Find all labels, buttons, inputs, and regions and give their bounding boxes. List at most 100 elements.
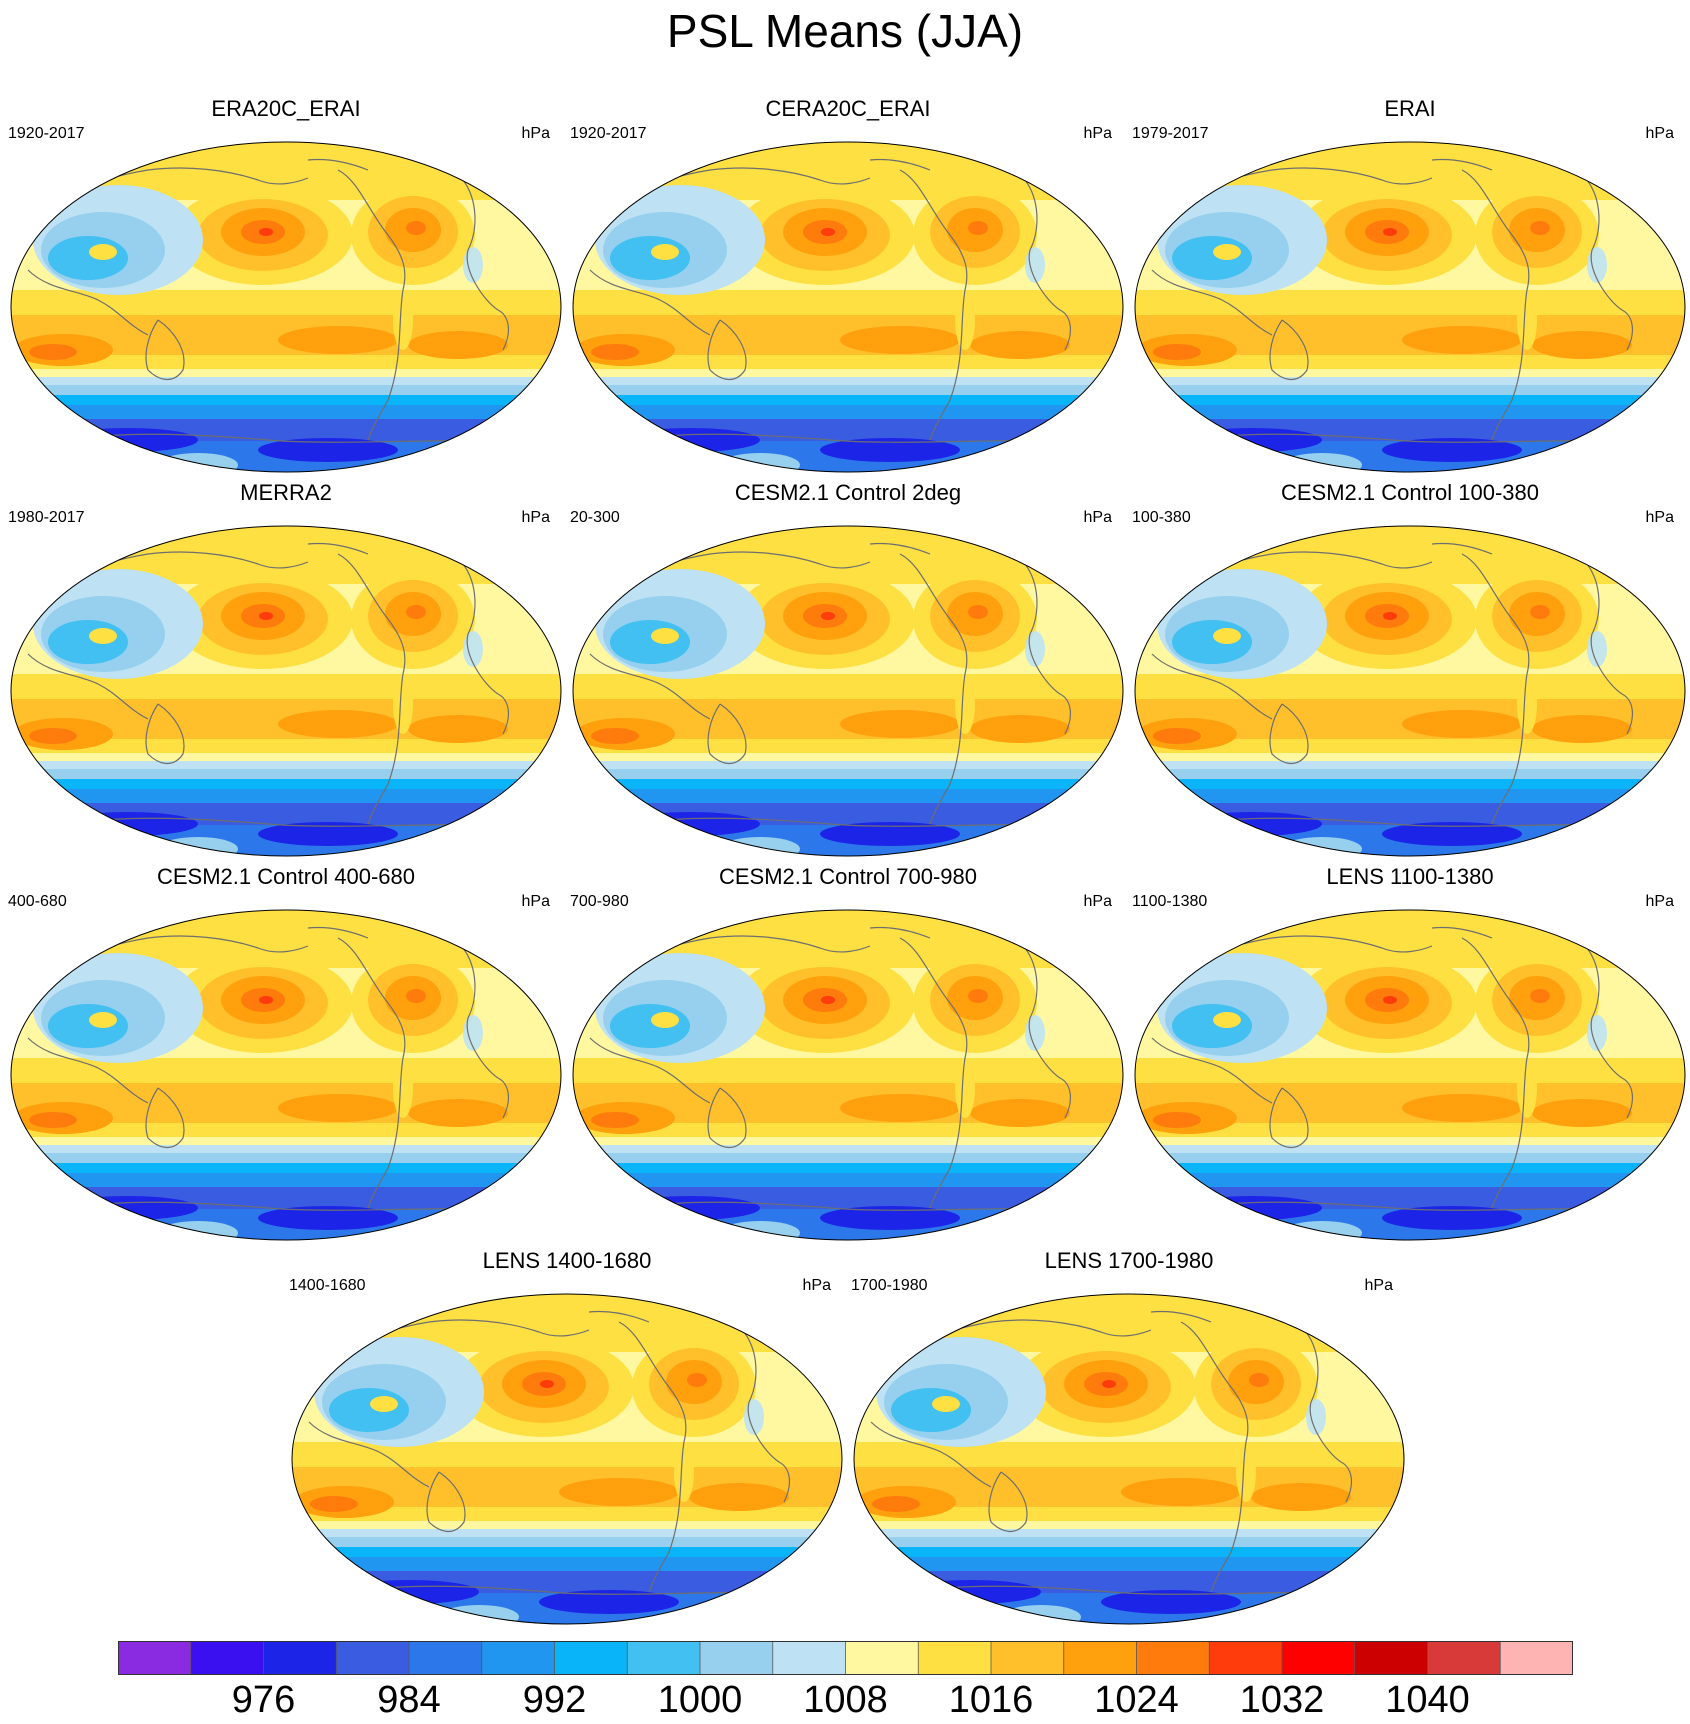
band-transition-3 xyxy=(292,1529,842,1537)
band-transition-2 xyxy=(1135,369,1685,377)
north-pacific-high-core xyxy=(1102,1380,1116,1388)
colorbar-box xyxy=(118,1641,192,1675)
colorbar-box xyxy=(772,1641,846,1675)
panel-units: hPa xyxy=(521,509,550,526)
coastline-segment xyxy=(1191,433,1633,443)
coastline-segment xyxy=(869,158,931,171)
antarctic-low-2 xyxy=(1101,1590,1241,1614)
robinson-map xyxy=(291,1293,843,1625)
south-atlantic-high xyxy=(1532,331,1632,359)
band-transition-3 xyxy=(573,1145,1123,1153)
band-transition-5 xyxy=(1135,395,1685,405)
azores-high-core xyxy=(968,605,988,619)
map-panel: CESM2.1 Control 400-680 400-680 hPa xyxy=(8,864,564,1242)
antarctic-low-3 xyxy=(1582,819,1662,839)
coastline-segment xyxy=(1024,947,1072,1119)
coastline-segment xyxy=(1431,158,1493,171)
colorbar-labels: 976 984 992 1000 1008 1016 1024 1032 1040 xyxy=(0,1678,1690,1724)
coastline-segment xyxy=(1150,1310,1212,1323)
panel-title: CESM2.1 Control 700-980 xyxy=(718,864,978,889)
colorbar-box xyxy=(1209,1641,1283,1675)
coastline-segment xyxy=(1431,542,1493,555)
band-transition-3 xyxy=(11,377,561,385)
coastline-segment xyxy=(1431,926,1493,939)
panel-period: 700-980 xyxy=(570,893,629,910)
band-southern-ocean-1 xyxy=(854,1557,1404,1571)
map-panel: ERAI 1979-2017 hPa xyxy=(1132,96,1688,474)
north-africa-low xyxy=(463,631,483,667)
south-america-land xyxy=(1517,290,1537,350)
south-indian-high-core xyxy=(1153,728,1201,744)
pressure-field xyxy=(573,142,1123,472)
band-transition-2 xyxy=(292,1521,842,1529)
north-pacific-high-core xyxy=(821,228,835,236)
colorbar-box xyxy=(991,1641,1065,1675)
band-transition-1 xyxy=(292,1507,842,1521)
antarctic-low-2 xyxy=(539,1590,679,1614)
south-indian-high-core xyxy=(591,1112,639,1128)
band-southern-ocean-2 xyxy=(573,1187,1123,1209)
robinson-map xyxy=(1134,525,1686,857)
coastline-segment xyxy=(27,269,149,336)
band-transition-3 xyxy=(11,1145,561,1153)
band-southern-ocean-2 xyxy=(11,803,561,825)
band-transition-1 xyxy=(11,739,561,753)
south-atlantic-high xyxy=(970,1099,1070,1127)
band-transition-5 xyxy=(11,779,561,789)
band-southern-ocean-2 xyxy=(854,1571,1404,1593)
coastline-segment xyxy=(462,947,510,1119)
panel-title: CESM2.1 Control 2deg xyxy=(734,480,962,505)
band-transition-1 xyxy=(1135,1123,1685,1137)
band-southern-ocean-1 xyxy=(11,405,561,419)
coastline-segment xyxy=(588,1310,650,1323)
tibetan-plateau xyxy=(1213,244,1241,260)
colorbar-box xyxy=(481,1641,555,1675)
panel-units: hPa xyxy=(1645,893,1674,910)
antarctic-low-3 xyxy=(739,1587,819,1607)
south-indian-high-core xyxy=(29,1112,77,1128)
azores-high-core xyxy=(1530,989,1550,1003)
band-transition-5 xyxy=(1135,1163,1685,1173)
band-transition-5 xyxy=(573,395,1123,405)
panel-period: 1980-2017 xyxy=(8,509,85,526)
azores-high-core xyxy=(406,989,426,1003)
band-southern-ocean-2 xyxy=(573,419,1123,441)
band-transition-4 xyxy=(292,1537,842,1547)
map-border xyxy=(853,1293,1405,1625)
azores-high-core xyxy=(406,605,426,619)
band-transition-1 xyxy=(854,1507,1404,1521)
colorbar-box xyxy=(1427,1641,1501,1675)
south-atlantic-high xyxy=(408,715,508,743)
north-pacific-high-core xyxy=(1383,612,1397,620)
pressure-field xyxy=(854,1294,1404,1624)
map-panel: LENS 1100-1380 1100-1380 hPa xyxy=(1132,864,1688,1242)
coastline-segment xyxy=(629,817,1071,827)
panel-title: LENS 1100-1380 xyxy=(1326,864,1494,889)
south-america-land xyxy=(955,1058,975,1118)
band-transition-2 xyxy=(11,753,561,761)
antarctic-low-2 xyxy=(820,438,960,462)
tibetan-plateau xyxy=(932,1396,960,1412)
panel-period: 1920-2017 xyxy=(570,125,647,142)
band-transition-1 xyxy=(573,739,1123,753)
antarctic-low-2 xyxy=(258,1206,398,1230)
band-transition-1 xyxy=(11,355,561,369)
south-indian-high-core xyxy=(310,1496,358,1512)
colorbar-box xyxy=(1500,1641,1573,1675)
south-america-land xyxy=(1517,1058,1537,1118)
colorbar-box xyxy=(409,1641,483,1675)
south-pacific-high xyxy=(840,326,960,354)
north-africa-low xyxy=(463,247,483,283)
panel-units: hPa xyxy=(1083,125,1112,142)
band-transition-2 xyxy=(1135,753,1685,761)
band-southern-ocean-1 xyxy=(292,1557,842,1571)
robinson-map xyxy=(10,909,562,1241)
coastline-segment xyxy=(1586,947,1634,1119)
coastline-segment xyxy=(899,169,968,441)
coastline-segment xyxy=(707,319,747,380)
pressure-field xyxy=(11,526,561,856)
map-panel: ERA20C_ERAI 1920-2017 hPa xyxy=(8,96,564,474)
azores-high-core xyxy=(1530,221,1550,235)
south-america-land xyxy=(1517,674,1537,734)
coastlines xyxy=(870,1310,1353,1595)
